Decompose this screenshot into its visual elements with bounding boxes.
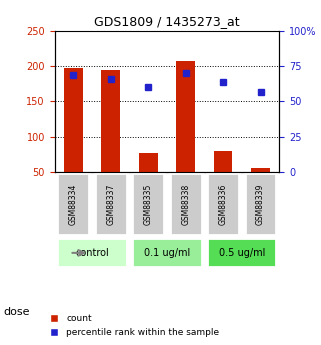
Text: GSM88334: GSM88334	[69, 184, 78, 225]
Bar	[176, 61, 195, 172]
FancyBboxPatch shape	[95, 173, 127, 235]
Legend: count, percentile rank within the sample: count, percentile rank within the sample	[46, 311, 223, 341]
FancyBboxPatch shape	[207, 238, 276, 267]
Text: control: control	[75, 248, 109, 258]
FancyBboxPatch shape	[207, 173, 239, 235]
Bar	[139, 153, 158, 172]
FancyBboxPatch shape	[132, 173, 164, 235]
FancyBboxPatch shape	[170, 173, 202, 235]
Bar	[214, 151, 232, 172]
Text: GSM88338: GSM88338	[181, 184, 190, 225]
Text: GSM88336: GSM88336	[219, 184, 228, 225]
Text: GSM88335: GSM88335	[144, 184, 153, 225]
Text: GSM88337: GSM88337	[106, 184, 115, 225]
FancyBboxPatch shape	[245, 173, 276, 235]
Text: GSM88339: GSM88339	[256, 184, 265, 225]
Bar	[101, 70, 120, 172]
Text: 0.5 ug/ml: 0.5 ug/ml	[219, 248, 265, 258]
FancyBboxPatch shape	[57, 173, 89, 235]
FancyBboxPatch shape	[132, 238, 202, 267]
FancyBboxPatch shape	[57, 238, 127, 267]
Text: GDS1809 / 1435273_at: GDS1809 / 1435273_at	[94, 16, 240, 29]
Bar	[251, 168, 270, 172]
Text: dose: dose	[3, 307, 30, 317]
Text: 0.1 ug/ml: 0.1 ug/ml	[144, 248, 190, 258]
Bar	[64, 68, 83, 172]
